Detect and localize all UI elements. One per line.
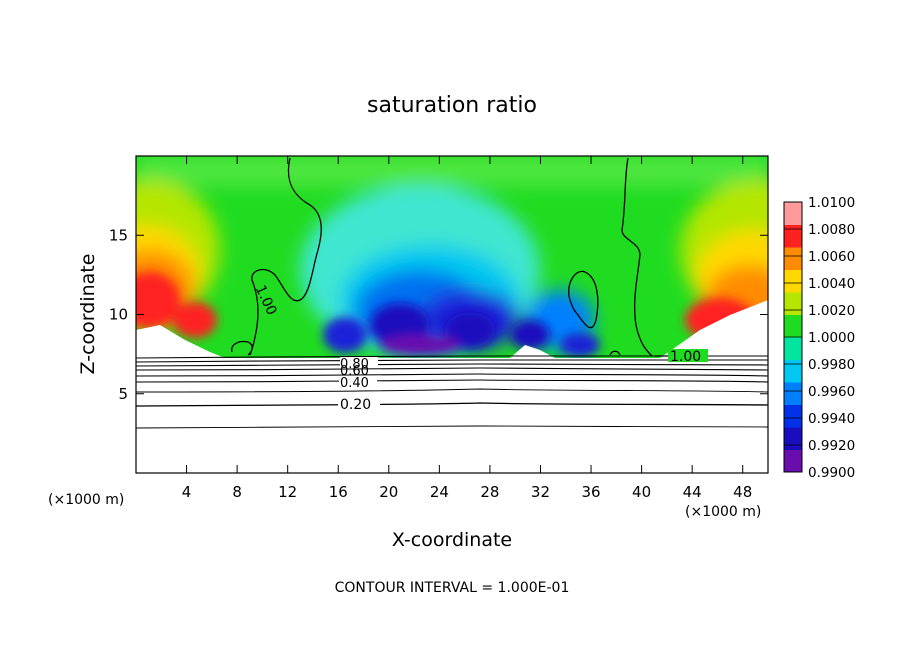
- contour-label: 1.00: [670, 349, 701, 365]
- y-tick-label: 5: [118, 385, 128, 403]
- colorbar-label: 1.0020: [808, 303, 855, 319]
- y-tick-label: 10: [109, 306, 128, 324]
- colorbar-label: 0.9960: [808, 384, 855, 400]
- colorbar-swatch: [784, 449, 802, 473]
- colorbar: 1.0100 1.0080 1.0060 1.0040 1.0020 1.0000 0.99…: [783, 195, 855, 481]
- colorbar-label: 1.0100: [808, 195, 855, 211]
- x-tick-label: 40: [632, 483, 651, 501]
- contour-label: 0.60: [340, 364, 369, 379]
- y-axis: 5 10 15: [109, 226, 768, 403]
- colorbar-label: 0.9940: [808, 411, 855, 427]
- x-tick-label: 32: [531, 483, 550, 501]
- colorbar-label: 0.9980: [808, 357, 855, 373]
- colorbar-swatch: [784, 247, 802, 270]
- contour-label: 0.80: [340, 357, 369, 372]
- colorbar-label: 0.9920: [808, 438, 855, 454]
- x-unit-label-right: (×1000 m): [685, 504, 761, 520]
- colorbar-swatch: [784, 269, 802, 293]
- y-axis-label: Z-coordinate: [77, 254, 99, 375]
- colorbar-swatch: [784, 337, 802, 360]
- x-tick-label: 8: [232, 483, 242, 501]
- colorbar-label: 1.0040: [808, 276, 855, 292]
- x-tick-label: 44: [683, 483, 702, 501]
- x-tick-label: 24: [430, 483, 449, 501]
- heatmap-field: [136, 156, 768, 358]
- contour-label: 0.40: [340, 376, 369, 391]
- x-tick-label: 16: [329, 483, 348, 501]
- surface-layer: [136, 358, 768, 473]
- x-tick-label: 20: [379, 483, 398, 501]
- x-axis-label: X-coordinate: [392, 529, 512, 551]
- colorbar-label: 1.0080: [808, 222, 855, 238]
- chart-title: saturation ratio: [367, 93, 537, 118]
- x-tick-label: 28: [480, 483, 499, 501]
- colorbar-swatch: [784, 224, 802, 248]
- contour-label: 0.20: [340, 397, 371, 413]
- colorbar-swatch: [784, 382, 802, 405]
- colorbar-swatch: [784, 314, 802, 338]
- colorbar-swatch: [784, 292, 802, 315]
- colorbar-swatch: [784, 202, 802, 225]
- plot-area: 1.00 1.00 0.80 0.60 0.40 0.20: [136, 156, 768, 473]
- colorbar-label: 1.0060: [808, 249, 855, 265]
- colorbar-label: 1.0000: [808, 330, 855, 346]
- x-unit-label-left: (×1000 m): [48, 492, 124, 508]
- x-tick-label: 4: [182, 483, 192, 501]
- x-tick-label: 48: [733, 483, 752, 501]
- x-tick-label: 36: [581, 483, 600, 501]
- contour-interval-note: CONTOUR INTERVAL = 1.000E-01: [335, 580, 570, 596]
- colorbar-label: 0.9900: [808, 465, 855, 481]
- x-axis: 4 8 12 16 20 24 28 32 36 40 44 48: [182, 156, 752, 501]
- colorbar-swatch: [784, 359, 802, 383]
- colorbar-swatch: [784, 427, 802, 450]
- colorbar-swatch: [784, 404, 802, 428]
- x-tick-label: 12: [278, 483, 297, 501]
- y-tick-label: 15: [109, 226, 128, 244]
